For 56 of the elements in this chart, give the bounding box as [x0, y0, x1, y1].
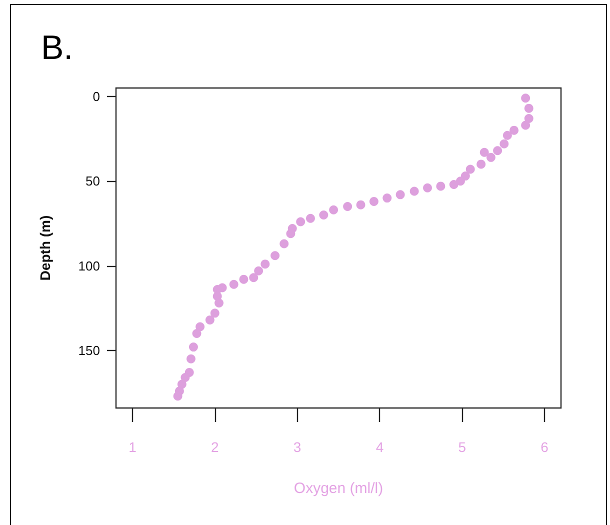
y-tick-label: 150: [78, 342, 100, 358]
y-tick-label: 100: [78, 258, 100, 274]
point: [466, 164, 475, 174]
point: [436, 182, 446, 191]
point: [500, 139, 509, 148]
point: [270, 251, 280, 260]
x-tick-label: 2: [210, 439, 219, 455]
y-tick-label: 0: [92, 88, 100, 104]
point: [476, 160, 486, 169]
point: [510, 126, 519, 135]
point: [493, 146, 502, 156]
point: [239, 274, 248, 284]
x-tick-label: 6: [540, 439, 549, 455]
point: [449, 180, 458, 190]
point: [521, 94, 530, 103]
point: [521, 120, 530, 130]
point: [410, 186, 419, 196]
point: [329, 205, 338, 214]
point: [396, 190, 405, 200]
point: [524, 104, 534, 113]
point: [188, 342, 198, 352]
point: [173, 392, 182, 401]
point: [286, 229, 296, 238]
point: [319, 210, 328, 220]
point: [186, 354, 196, 364]
x-axis-title: Oxygen (ml/l): [294, 480, 384, 497]
y-tick-label: 50: [86, 174, 100, 189]
point: [196, 322, 205, 332]
y-axis-title: Depth (m): [37, 215, 53, 281]
x-tick-label: 1: [128, 439, 137, 455]
point: [180, 373, 190, 382]
point: [280, 239, 289, 248]
point: [306, 214, 315, 223]
x-tick-label: 3: [293, 439, 302, 455]
point: [356, 200, 366, 210]
point: [480, 148, 489, 157]
point: [369, 196, 378, 206]
point: [254, 266, 264, 276]
point: [343, 202, 352, 212]
point: [423, 183, 432, 192]
point: [296, 217, 306, 226]
x-tick-label: 5: [458, 439, 466, 455]
point: [192, 329, 202, 338]
point: [524, 114, 534, 123]
point: [486, 152, 496, 162]
chart-title: B.: [41, 29, 74, 67]
point: [260, 260, 270, 269]
point: [382, 194, 392, 203]
point: [210, 308, 220, 318]
point: [456, 176, 465, 186]
point: [205, 315, 214, 324]
x-tick-label: 4: [376, 439, 384, 455]
point: [229, 280, 238, 289]
point: [249, 273, 258, 282]
point: [502, 130, 512, 140]
point: [214, 298, 224, 308]
